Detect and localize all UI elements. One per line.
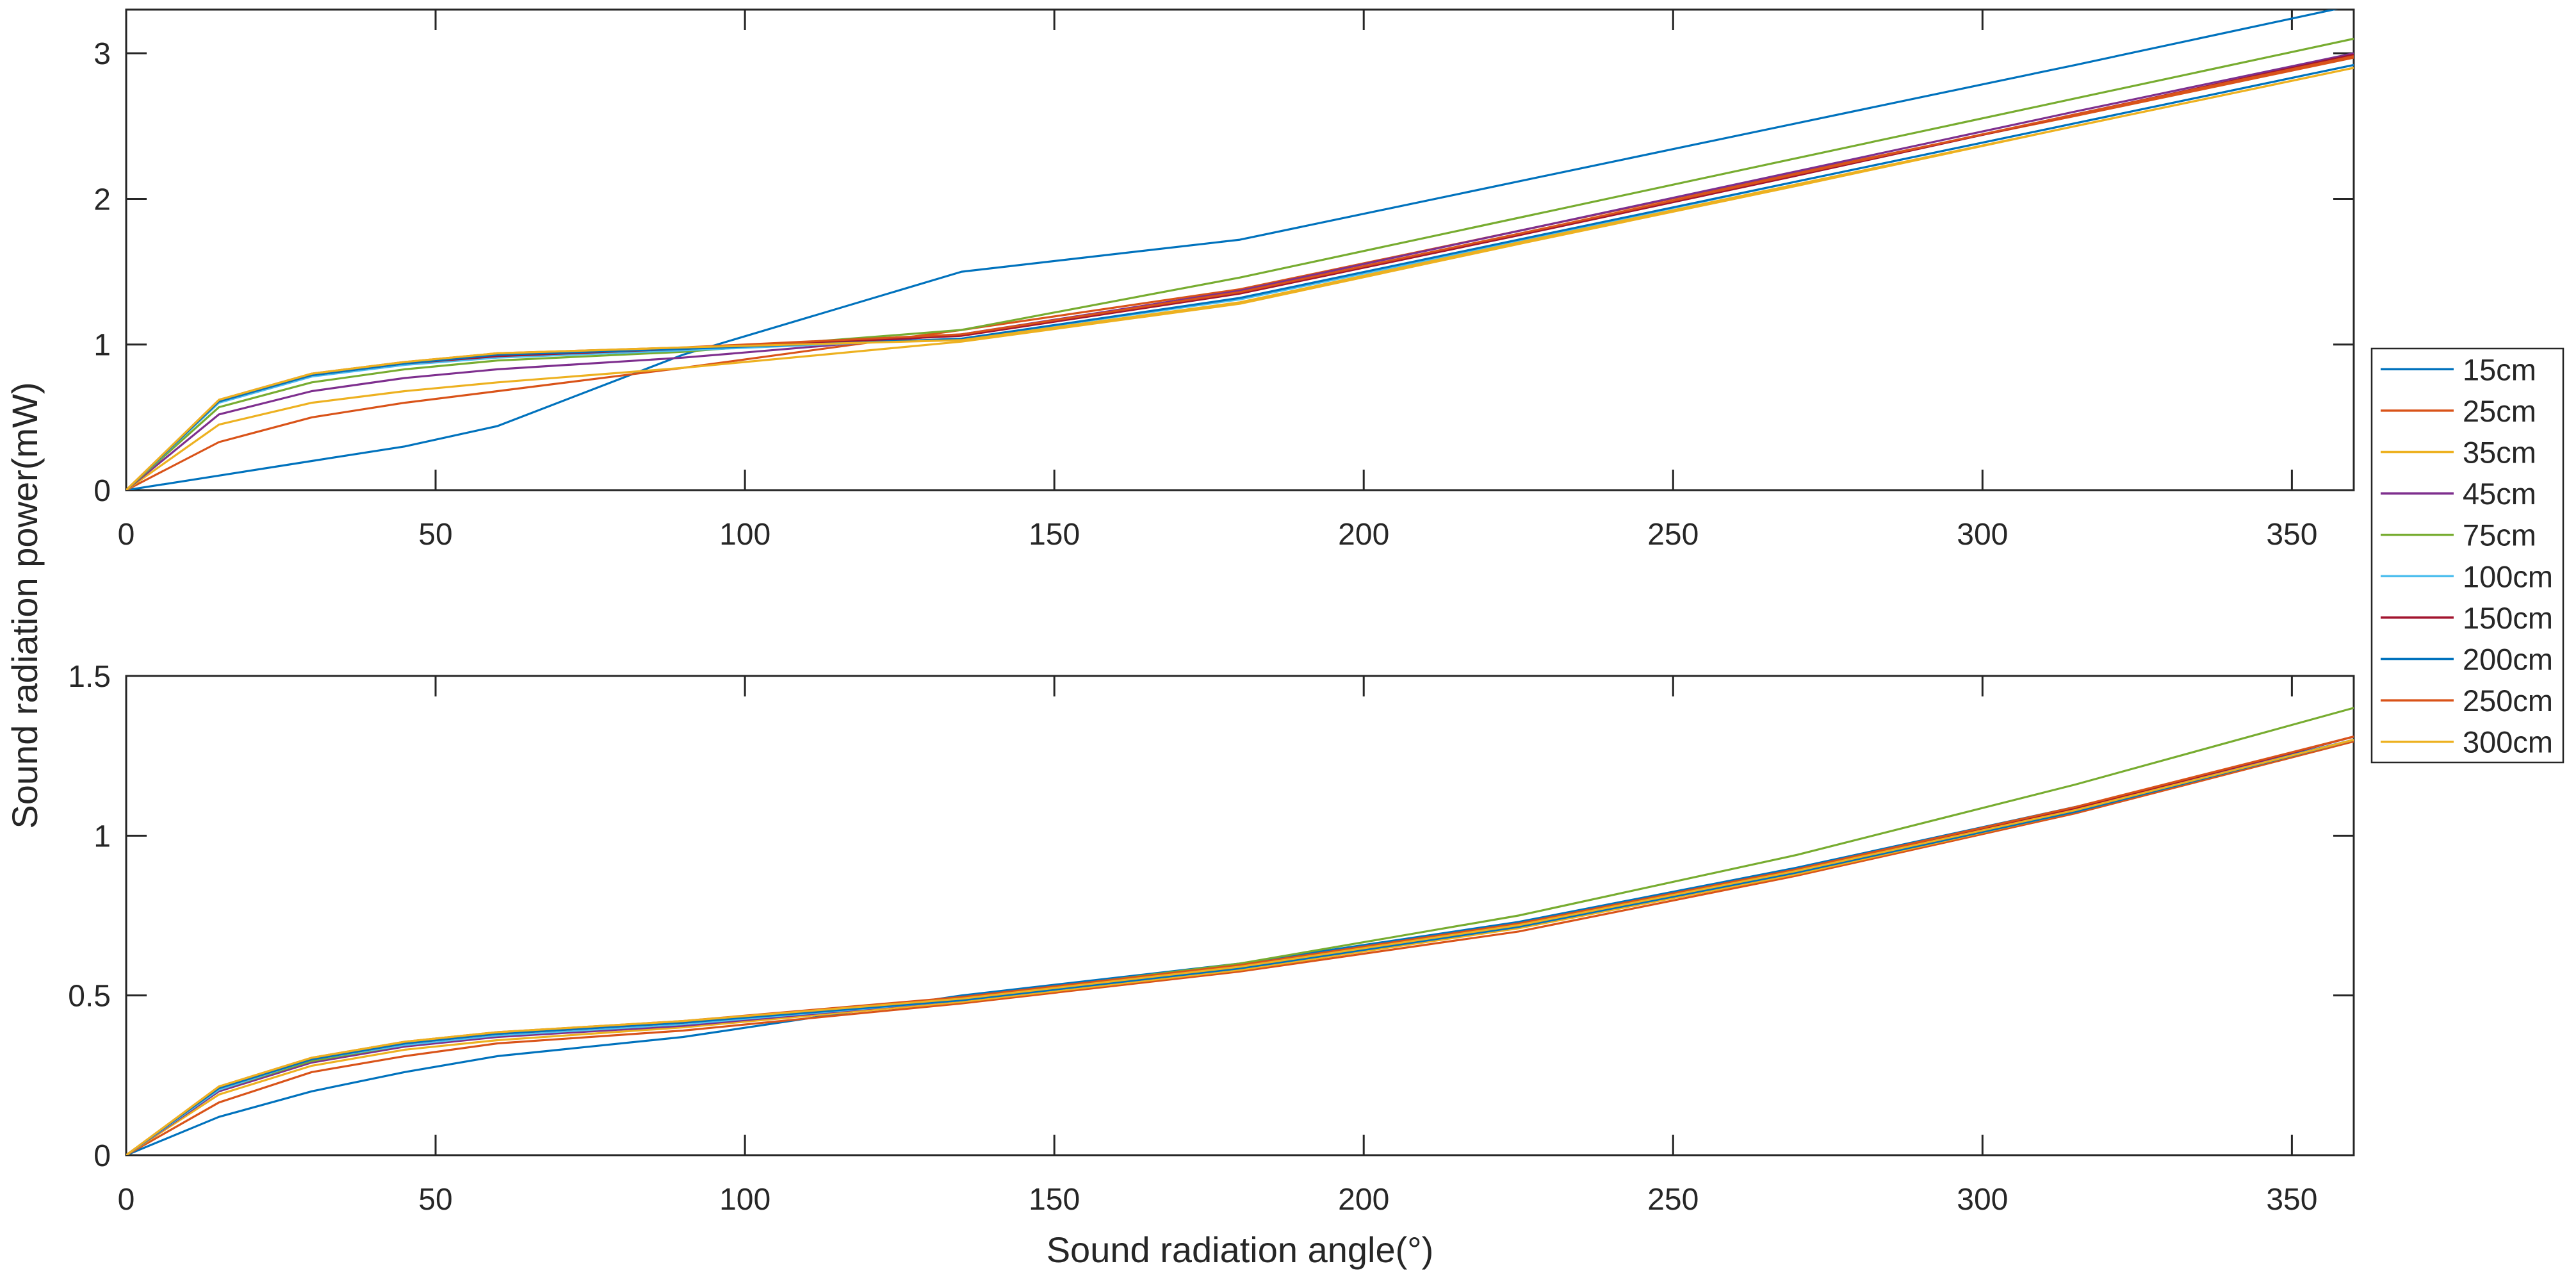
legend-label-100cm: 100cm: [2463, 559, 2553, 593]
y-tick-label: 0: [94, 1139, 111, 1173]
y-axis-label: Sound radiation power(mW): [4, 382, 45, 828]
plot-box: [125, 8, 2355, 491]
y-tick-label: 0.5: [68, 980, 111, 1014]
legend-label-15cm: 15cm: [2463, 352, 2536, 386]
legend-label-75cm: 75cm: [2463, 518, 2536, 552]
x-tick-label: 150: [1029, 1183, 1080, 1217]
x-tick-label: 250: [1647, 518, 1699, 552]
y-tick-label: 1.5: [68, 660, 111, 694]
x-tick-label: 350: [2266, 1183, 2317, 1217]
series-line-35cm: [126, 67, 2354, 490]
x-tick-label: 200: [1338, 1183, 1389, 1217]
series-line-75cm: [126, 37, 2354, 490]
series-group: [126, 10, 2354, 490]
series-line-150cm: [126, 53, 2354, 490]
legend-label-200cm: 200cm: [2463, 643, 2553, 677]
x-tick-label: 150: [1029, 518, 1080, 552]
y-tick-label: 1: [94, 819, 111, 853]
series-line-300cm: [126, 739, 2354, 1155]
series-line-300cm: [126, 67, 2354, 490]
y-tick-label: 0: [94, 474, 111, 508]
series-line-25cm: [126, 740, 2354, 1155]
legend-label-35cm: 35cm: [2463, 436, 2536, 470]
x-tick-label: 300: [1957, 518, 2008, 552]
legend-label-250cm: 250cm: [2463, 684, 2553, 718]
legend-label-150cm: 150cm: [2463, 601, 2553, 635]
plot-box: [125, 675, 2355, 1156]
series-line-250cm: [126, 55, 2354, 490]
x-tick-label: 350: [2266, 518, 2317, 552]
x-tick-label: 0: [118, 518, 135, 552]
x-tick-label: 200: [1338, 518, 1389, 552]
y-tick-label: 2: [94, 183, 111, 217]
series-line-15cm: [126, 10, 2338, 490]
legend-box: [2370, 347, 2564, 764]
series-line-100cm: [126, 739, 2354, 1155]
x-tick-label: 100: [719, 1183, 770, 1217]
series-line-35cm: [126, 739, 2354, 1155]
series-line-75cm: [126, 707, 2354, 1155]
legend: 15cm 25cm 35cm 45cm 75cm 100cm 150cm 200cm 250cm…: [2370, 347, 2564, 764]
y-tick-label: 1: [94, 329, 111, 363]
bottom-subplot: 0 50 100 150 200 250 300 350 0 0.5 1 1.5: [68, 660, 2355, 1217]
x-axis-label: Sound radiation angle(°): [1047, 1230, 1434, 1270]
series-group: [126, 707, 2354, 1155]
legend-label-25cm: 25cm: [2463, 394, 2536, 428]
series-line-15cm: [126, 739, 2354, 1155]
x-tick-label: 0: [118, 1183, 135, 1217]
series-line-200cm: [126, 739, 2354, 1155]
top-subplot: 0 50 100 150 200 250 300 350 0 1 2 3: [94, 8, 2355, 552]
x-tick-label: 300: [1957, 1183, 2008, 1217]
legend-label-300cm: 300cm: [2463, 725, 2553, 759]
legend-label-45cm: 45cm: [2463, 477, 2536, 511]
x-tick-label: 50: [418, 518, 452, 552]
x-tick-label: 250: [1647, 1183, 1699, 1217]
y-tick-label: 3: [94, 37, 111, 71]
x-tick-label: 50: [418, 1183, 452, 1217]
series-line-45cm: [126, 52, 2354, 490]
x-tick-label: 100: [719, 518, 770, 552]
